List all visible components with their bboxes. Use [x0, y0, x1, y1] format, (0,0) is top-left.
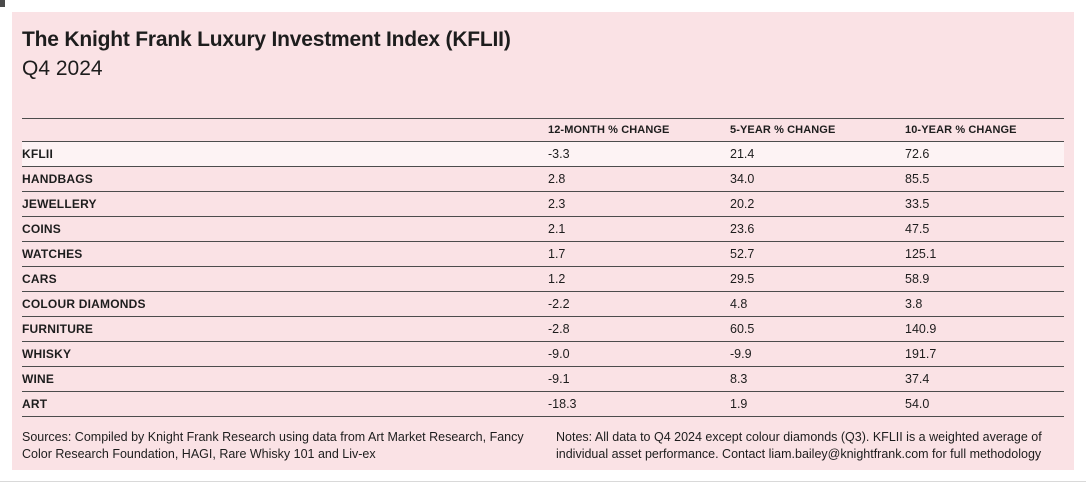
- table-row-furniture: FURNITURE -2.8 60.5 140.9: [22, 317, 1064, 342]
- table-row-cars: CARS 1.2 29.5 58.9: [22, 267, 1064, 292]
- table-header-row: 12-MONTH % CHANGE 5-YEAR % CHANGE 10-YEA…: [22, 118, 1064, 142]
- row-label: CARS: [22, 272, 57, 286]
- value-5-year: 4.8: [730, 297, 748, 311]
- row-label: JEWELLERY: [22, 197, 97, 211]
- value-5-year: 21.4: [730, 147, 755, 161]
- table-row-art: ART -18.3 1.9 54.0: [22, 392, 1064, 417]
- value-5-year: 34.0: [730, 172, 755, 186]
- sources-note: Sources: Compiled by Knight Frank Resear…: [22, 430, 524, 461]
- row-label: WHISKY: [22, 347, 72, 361]
- value-10-year: 37.4: [905, 372, 930, 386]
- value-5-year: 52.7: [730, 247, 755, 261]
- kflii-card: The Knight Frank Luxury Investment Index…: [12, 12, 1074, 470]
- value-12-month: 1.7: [548, 247, 566, 261]
- value-12-month: -9.0: [548, 347, 570, 361]
- methodology-note: Notes: All data to Q4 2024 except colour…: [556, 430, 1042, 461]
- page-title: The Knight Frank Luxury Investment Index…: [22, 28, 511, 51]
- row-label: COINS: [22, 222, 62, 236]
- value-10-year: 33.5: [905, 197, 930, 211]
- header-10-year: 10-YEAR % CHANGE: [905, 124, 1017, 136]
- row-label: HANDBAGS: [22, 172, 93, 186]
- footer: Sources: Compiled by Knight Frank Resear…: [22, 429, 1064, 463]
- table-row-whisky: WHISKY -9.0 -9.9 191.7: [22, 342, 1064, 367]
- value-5-year: -9.9: [730, 347, 752, 361]
- value-5-year: 29.5: [730, 272, 755, 286]
- table-row-jewellery: JEWELLERY 2.3 20.2 33.5: [22, 192, 1064, 217]
- value-10-year: 85.5: [905, 172, 930, 186]
- value-5-year: 8.3: [730, 372, 748, 386]
- value-10-year: 72.6: [905, 147, 930, 161]
- row-label: WATCHES: [22, 247, 83, 261]
- table-row-colour-diamonds: COLOUR DIAMONDS -2.2 4.8 3.8: [22, 292, 1064, 317]
- value-12-month: -18.3: [548, 397, 577, 411]
- screenshot-corner-artifact: [0, 0, 5, 7]
- table-row-handbags: HANDBAGS 2.8 34.0 85.5: [22, 167, 1064, 192]
- page-subtitle: Q4 2024: [22, 57, 103, 80]
- value-5-year: 1.9: [730, 397, 748, 411]
- table-row-watches: WATCHES 1.7 52.7 125.1: [22, 242, 1064, 267]
- value-12-month: -2.8: [548, 322, 570, 336]
- header-12-month: 12-MONTH % CHANGE: [548, 124, 670, 136]
- row-label: WINE: [22, 372, 55, 386]
- header-5-year: 5-YEAR % CHANGE: [730, 124, 836, 136]
- value-5-year: 23.6: [730, 222, 755, 236]
- row-label: COLOUR DIAMONDS: [22, 297, 146, 311]
- row-label: FURNITURE: [22, 322, 94, 336]
- table-row-wine: WINE -9.1 8.3 37.4: [22, 367, 1064, 392]
- title-block: The Knight Frank Luxury Investment Index…: [22, 25, 1064, 83]
- value-10-year: 191.7: [905, 347, 937, 361]
- value-10-year: 140.9: [905, 322, 937, 336]
- value-12-month: -3.3: [548, 147, 570, 161]
- value-5-year: 20.2: [730, 197, 755, 211]
- table-row-kflii: KFLII -3.3 21.4 72.6: [22, 142, 1064, 167]
- value-12-month: 2.3: [548, 197, 566, 211]
- value-12-month: 2.8: [548, 172, 566, 186]
- value-10-year: 3.8: [905, 297, 923, 311]
- value-12-month: 2.1: [548, 222, 566, 236]
- table-row-coins: COINS 2.1 23.6 47.5: [22, 217, 1064, 242]
- value-10-year: 47.5: [905, 222, 930, 236]
- row-label: KFLII: [22, 147, 53, 161]
- value-5-year: 60.5: [730, 322, 755, 336]
- value-10-year: 54.0: [905, 397, 930, 411]
- value-10-year: 58.9: [905, 272, 930, 286]
- value-10-year: 125.1: [905, 247, 937, 261]
- value-12-month: -2.2: [548, 297, 570, 311]
- kflii-table: 12-MONTH % CHANGE 5-YEAR % CHANGE 10-YEA…: [22, 118, 1064, 417]
- row-label: ART: [22, 397, 48, 411]
- value-12-month: -9.1: [548, 372, 570, 386]
- value-12-month: 1.2: [548, 272, 566, 286]
